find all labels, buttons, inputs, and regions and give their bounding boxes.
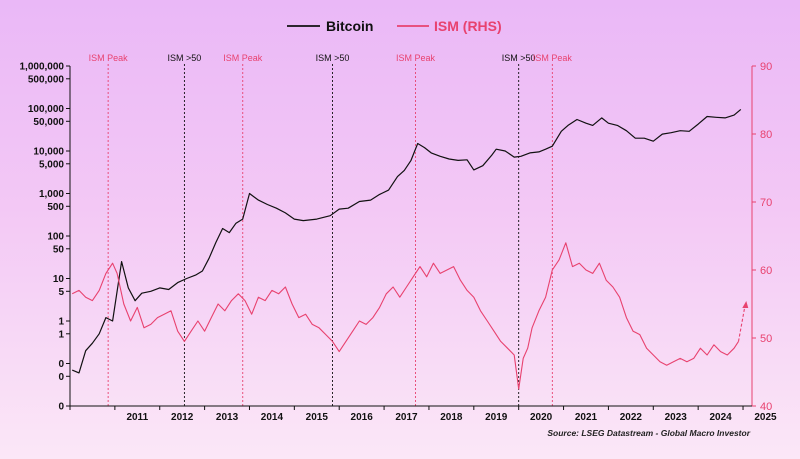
x-tick-label: 2025 — [754, 412, 777, 423]
annotation-label: ISM Peak — [396, 53, 436, 63]
x-tick-label: 2017 — [395, 412, 418, 423]
left-tick-label: 50,000 — [33, 117, 64, 128]
x-tick-label: 2021 — [575, 412, 598, 423]
x-tick-label: 2011 — [126, 412, 148, 423]
legend-bitcoin-label: Bitcoin — [326, 18, 373, 34]
right-tick-label: 50 — [760, 333, 772, 345]
annotation-label: ISM >50 — [168, 53, 202, 63]
series-line-ism-rhs — [71, 242, 739, 390]
left-tick-label: 0 — [58, 372, 64, 383]
left-tick-label: 500 — [47, 202, 64, 213]
series-lines — [71, 108, 749, 390]
x-tick-label: 2023 — [665, 412, 688, 423]
left-tick-label: 5 — [58, 287, 64, 298]
right-tick-label: 70 — [760, 197, 772, 209]
x-tick-label: 2013 — [216, 412, 239, 423]
annotation-label: ISM Peak — [533, 53, 573, 63]
right-tick-label: 60 — [760, 265, 772, 277]
annotation-lines: ISM Peak ISM >50 ISM Peak ISM >50 ISM Peak IS… — [89, 53, 573, 406]
annotation-label: ISM >50 — [502, 53, 536, 63]
x-tick-label: 2020 — [530, 412, 553, 423]
left-tick-label: 500,000 — [28, 74, 65, 85]
right-tick-label: 90 — [760, 61, 772, 73]
series-line-bitcoin — [71, 108, 742, 374]
x-axis: 2011 2012 2013 2014 2015 2016 2017 2018 2019 2020… — [69, 405, 777, 423]
left-tick-label: 100 — [47, 232, 64, 243]
annotation-label: ISM Peak — [223, 53, 263, 63]
left-tick-label: 5,000 — [39, 159, 64, 170]
left-tick-label: 1 — [58, 317, 64, 328]
left-tick-label: 0 — [58, 402, 64, 413]
left-tick-label: 0 — [58, 359, 64, 370]
left-tick-label: 1,000,000 — [20, 62, 65, 73]
x-tick-label: 2015 — [306, 412, 329, 423]
left-tick-label: 1,000 — [39, 189, 64, 200]
x-tick-label: 2024 — [709, 412, 732, 423]
x-tick-label: 2018 — [440, 412, 463, 423]
x-tick-label: 2019 — [485, 412, 508, 423]
right-axis: 40 50 60 70 80 90 — [751, 61, 772, 413]
annotation-label: ISM >50 — [316, 53, 350, 63]
x-tick-label: 2016 — [351, 412, 374, 423]
projection-arrowhead — [742, 301, 749, 308]
source-note: Source: LSEG Datastream - Global Macro I… — [547, 428, 750, 438]
legend-ism-label: ISM (RHS) — [434, 18, 502, 34]
left-tick-label: 50 — [53, 244, 65, 255]
left-tick-label: 100,000 — [28, 104, 65, 115]
x-tick-label: 2014 — [261, 412, 284, 423]
left-tick-label: 1 — [58, 329, 64, 340]
right-tick-label: 40 — [760, 401, 772, 413]
left-tick-label: 10,000 — [33, 147, 64, 158]
annotation-label: ISM Peak — [89, 53, 129, 63]
series-line-ism-projection — [737, 303, 746, 342]
left-tick-label: 10 — [53, 274, 65, 285]
x-tick-label: 2022 — [620, 412, 643, 423]
x-tick-label: 2012 — [171, 412, 194, 423]
legend: Bitcoin ISM (RHS) — [287, 18, 502, 34]
right-tick-label: 80 — [760, 129, 772, 141]
